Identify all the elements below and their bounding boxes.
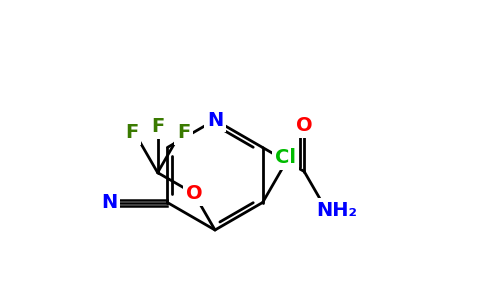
- Text: O: O: [296, 116, 313, 135]
- Text: N: N: [101, 193, 118, 212]
- Text: F: F: [177, 124, 190, 142]
- Text: F: F: [151, 117, 164, 136]
- Text: O: O: [186, 184, 202, 203]
- Text: NH₂: NH₂: [316, 201, 357, 220]
- Text: N: N: [207, 110, 223, 130]
- Text: F: F: [125, 124, 138, 142]
- Text: Cl: Cl: [274, 148, 296, 167]
